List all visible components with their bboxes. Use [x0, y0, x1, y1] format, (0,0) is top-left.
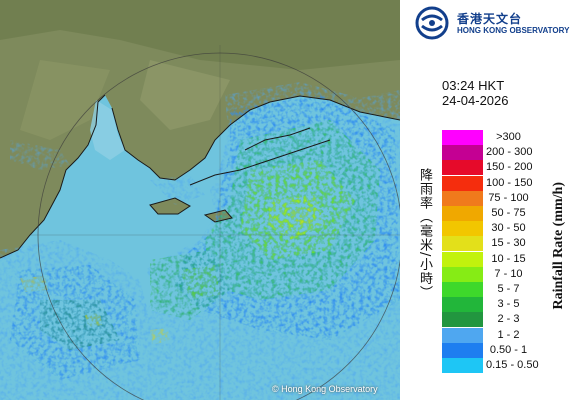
legend-swatch	[442, 206, 483, 221]
date-text: 24-04-2026	[442, 93, 509, 108]
legend-swatch	[442, 327, 483, 343]
copyright-text: © Hong Kong Observatory	[272, 384, 378, 394]
logo-name-en: HONG KONG OBSERVATORY	[457, 26, 570, 35]
legend-label: 50 - 75	[491, 207, 526, 219]
legend-label: 2 - 3	[497, 313, 520, 326]
legend-label: 30 - 50	[491, 222, 526, 235]
legend-label: 150 - 200	[486, 161, 533, 174]
legend-row: 75 - 100	[442, 190, 572, 206]
legend-swatch	[442, 342, 483, 358]
radar-image	[0, 0, 400, 400]
hko-logo: 香港天文台 HONG KONG OBSERVATORY	[413, 6, 575, 40]
legend-row: 10 - 15	[442, 251, 572, 267]
legend-swatch	[442, 312, 483, 328]
range-ring	[37, 52, 400, 400]
time-text: 03:24 HKT	[442, 78, 505, 93]
logo-name-cn: 香港天文台	[457, 12, 523, 26]
legend-label: 75 - 100	[488, 191, 529, 204]
legend-row: 30 - 50	[442, 221, 572, 237]
legend-row: 0.15 - 0.50	[442, 358, 572, 373]
legend-swatch	[442, 190, 483, 206]
legend-label: 0.15 - 0.50	[486, 359, 539, 371]
legend-label: 3 - 5	[497, 298, 520, 311]
legend-swatch	[442, 221, 483, 237]
legend-swatch	[442, 266, 483, 282]
legend-title-cn: 降雨率（毫米/小時）	[417, 168, 432, 300]
legend-swatch	[442, 358, 483, 373]
legend-label: 10 - 15	[491, 252, 526, 265]
legend-swatch	[442, 282, 483, 297]
timestamp: 03:24 HKT 24-04-2026	[442, 78, 509, 108]
legend-label: 0.50 - 1	[489, 343, 528, 356]
legend-label: 100 - 150	[486, 176, 533, 189]
legend-row: 1 - 2	[442, 327, 572, 343]
legend-label: 200 - 300	[486, 146, 533, 159]
legend-label: 7 - 10	[494, 267, 523, 280]
legend-swatch	[442, 297, 483, 313]
legend-label: 15 - 30	[491, 237, 526, 250]
legend-row: >300	[442, 130, 572, 145]
legend-title-en: Rainfall Rate (mm/h)	[551, 182, 566, 310]
legend-swatch	[442, 175, 483, 191]
legend-row: 7 - 10	[442, 266, 572, 282]
legend-swatch	[442, 236, 483, 252]
legend-row: 15 - 30	[442, 236, 572, 252]
coastline	[0, 94, 400, 259]
legend-row: 3 - 5	[442, 297, 572, 313]
legend-row: 150 - 200	[442, 160, 572, 176]
radar-map[interactable]: © Hong Kong Observatory	[0, 0, 400, 400]
legend-swatch	[442, 251, 483, 267]
legend-row: 50 - 75	[442, 206, 572, 221]
legend-row: 200 - 300	[442, 145, 572, 161]
hko-emblem-icon	[415, 6, 449, 40]
legend-swatch	[442, 130, 483, 145]
legend-swatch	[442, 145, 483, 161]
legend-row: 5 - 7	[442, 282, 572, 297]
legend-label: 1 - 2	[497, 328, 520, 341]
legend-swatch	[442, 160, 483, 176]
legend-label: >300	[496, 131, 521, 143]
legend-row: 2 - 3	[442, 312, 572, 328]
legend-row: 0.50 - 1	[442, 342, 572, 358]
legend-label: 5 - 7	[497, 283, 520, 295]
legend-row: 100 - 150	[442, 175, 572, 191]
